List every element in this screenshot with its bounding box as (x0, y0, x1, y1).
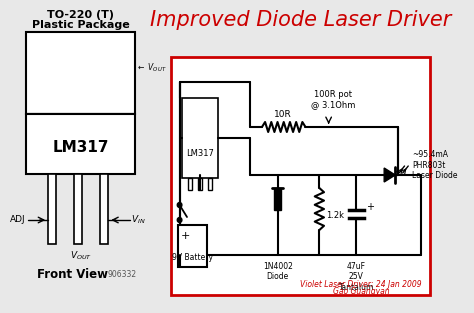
Text: Improved Diode Laser Driver: Improved Diode Laser Driver (150, 10, 452, 30)
Text: ADJ: ADJ (10, 215, 26, 224)
Text: LM317: LM317 (186, 148, 214, 157)
Bar (26, 32, 135, 114)
Text: Plastic Package: Plastic Package (32, 20, 129, 30)
Bar (274, 188, 282, 210)
Text: 9V Battery: 9V Battery (172, 254, 213, 263)
Text: Violet Laser Driver; 24 Jan 2009: Violet Laser Driver; 24 Jan 2009 (300, 280, 422, 289)
Circle shape (177, 218, 182, 223)
Text: $V_{IN}$: $V_{IN}$ (131, 214, 146, 226)
Text: ~95.4mA
PHR803t
Laser Diode: ~95.4mA PHR803t Laser Diode (412, 150, 457, 180)
Text: 906332: 906332 (108, 270, 137, 279)
Text: Front View: Front View (36, 268, 108, 281)
Text: +: + (181, 231, 190, 241)
Bar (74, 174, 82, 244)
Circle shape (191, 111, 208, 129)
Bar (26, 114, 135, 174)
Bar (48, 174, 56, 244)
Bar (208, 178, 212, 190)
Text: 47uF
25V
Tantalum: 47uF 25V Tantalum (339, 262, 374, 292)
Polygon shape (384, 168, 395, 182)
Text: Gao Guangyan: Gao Guangyan (333, 287, 389, 296)
Text: LM317: LM317 (52, 141, 109, 156)
Text: 100R pot
@ 3.1Ohm: 100R pot @ 3.1Ohm (311, 90, 356, 110)
Circle shape (177, 203, 182, 208)
Text: 1.2k: 1.2k (326, 211, 344, 219)
Text: $V_{OUT}$: $V_{OUT}$ (70, 250, 91, 263)
Circle shape (60, 44, 101, 88)
Bar (100, 174, 108, 244)
Bar (198, 178, 202, 190)
Text: 10R: 10R (274, 110, 292, 119)
Bar (178, 225, 207, 267)
Text: +: + (365, 202, 374, 212)
Text: 1N4002
Diode: 1N4002 Diode (263, 262, 292, 281)
Bar (188, 178, 191, 190)
Bar (182, 98, 218, 178)
Bar (171, 57, 430, 295)
Text: $\leftarrow$ $V_{OUT}$: $\leftarrow$ $V_{OUT}$ (136, 62, 167, 74)
Text: TO-220 (T): TO-220 (T) (47, 10, 114, 20)
